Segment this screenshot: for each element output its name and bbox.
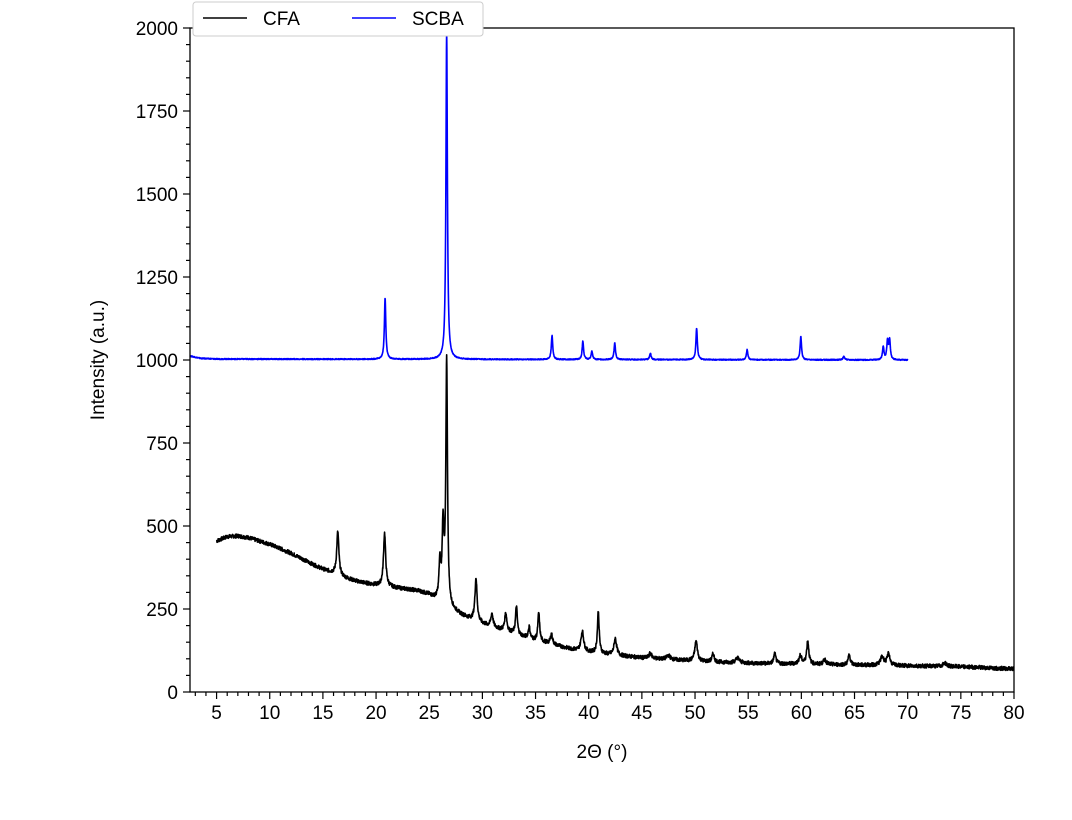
x-axis-label: 2Θ (°): [577, 742, 628, 763]
x-tick-label: 30: [472, 703, 493, 724]
y-tick-label: 250: [146, 600, 178, 621]
plot-series: [189, 28, 1015, 672]
x-tick-label: 70: [897, 703, 918, 724]
y-tick-label: 1500: [136, 185, 178, 206]
x-tick-label: 25: [419, 703, 440, 724]
x-axis-ticks: 5 10 15 20 25 30 35 40 45 50 55 60 65 70 75 80: [194, 692, 1025, 724]
x-tick-label: 20: [365, 703, 386, 724]
x-tick-label: 60: [791, 703, 812, 724]
y-tick-label: 750: [146, 434, 178, 455]
x-tick-label: 50: [684, 703, 705, 724]
x-tick-label: 40: [578, 703, 599, 724]
y-tick-label: 1000: [136, 351, 178, 372]
legend-box: [192, 1, 484, 37]
legend-label-cfa: CFA: [263, 9, 300, 30]
y-axis-ticks: 0 250 500 750 1000 1250 1500 1750 2000: [136, 19, 190, 704]
x-tick-label: 5: [211, 703, 222, 724]
y-tick-label: 0: [167, 683, 178, 704]
x-tick-label: 80: [1003, 703, 1024, 724]
x-tick-label: 45: [631, 703, 652, 724]
series-line-scba: [189, 28, 909, 362]
plot-frame: [189, 27, 1015, 693]
y-tick-label: 1250: [136, 268, 178, 289]
y-tick-label: 500: [146, 517, 178, 538]
y-tick-label: 1750: [136, 102, 178, 123]
legend-label-scba: SCBA: [412, 9, 464, 30]
y-tick-label: 2000: [136, 19, 178, 40]
x-tick-label: 10: [259, 703, 280, 724]
x-tick-label: 35: [525, 703, 546, 724]
x-tick-label: 65: [844, 703, 865, 724]
x-tick-label: 15: [312, 703, 333, 724]
y-axis-label: Intensity (a.u.): [88, 300, 109, 420]
series-line-cfa: [215, 353, 1015, 672]
legend: CFA SCBA: [192, 1, 484, 37]
x-tick-label: 75: [950, 703, 971, 724]
x-tick-label: 55: [738, 703, 759, 724]
